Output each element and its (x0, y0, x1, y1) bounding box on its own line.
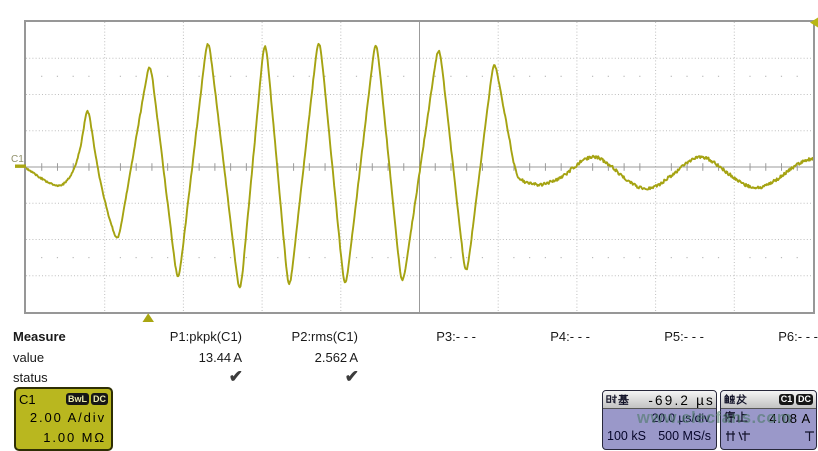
svg-text:C1: C1 (11, 154, 24, 165)
